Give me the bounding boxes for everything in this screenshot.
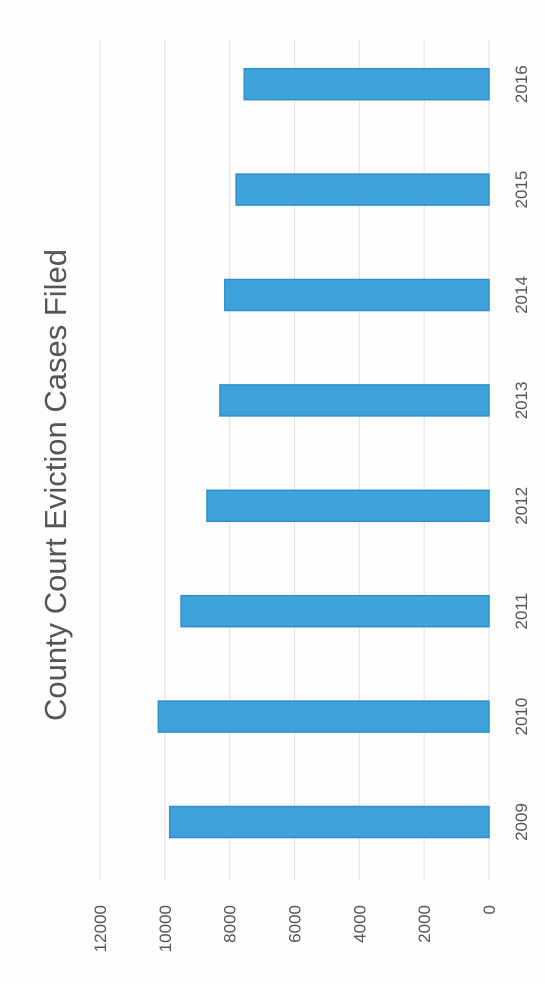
bar-2016 <box>243 67 490 101</box>
y-axis-tick-labels: 0 2000 4000 6000 8000 10000 12000 <box>91 905 499 952</box>
x-axis-category-labels: 2009 2010 2011 2012 2013 2014 2015 2016 <box>512 65 531 841</box>
bar-2012 <box>206 489 490 523</box>
y-tick-label-12000: 12000 <box>91 905 110 952</box>
x-category-label-2009: 2009 <box>512 803 531 841</box>
x-category-label-2010: 2010 <box>512 698 531 736</box>
y-tick-label-8000: 8000 <box>221 905 240 943</box>
bar-2010 <box>157 700 490 733</box>
bar-2014 <box>224 278 490 312</box>
x-category-label-2014: 2014 <box>512 276 531 314</box>
x-category-label-2013: 2013 <box>512 381 531 419</box>
bar-2013 <box>219 384 490 417</box>
gridlines <box>99 40 490 880</box>
bars <box>157 67 490 839</box>
y-tick-label-0: 0 <box>480 905 499 914</box>
x-category-label-2012: 2012 <box>512 487 531 525</box>
bar-2015 <box>235 173 490 206</box>
chart-title: County Court Eviction Cases Filed <box>38 249 73 721</box>
bar-2009 <box>168 805 490 839</box>
y-tick-label-4000: 4000 <box>350 905 369 943</box>
bar-2011 <box>180 594 490 628</box>
x-category-label-2011: 2011 <box>512 593 531 630</box>
y-tick-label-2000: 2000 <box>415 905 434 943</box>
x-category-label-2016: 2016 <box>512 65 531 103</box>
y-tick-label-6000: 6000 <box>286 905 305 943</box>
x-category-label-2015: 2015 <box>512 171 531 209</box>
y-tick-label-10000: 10000 <box>156 905 175 952</box>
